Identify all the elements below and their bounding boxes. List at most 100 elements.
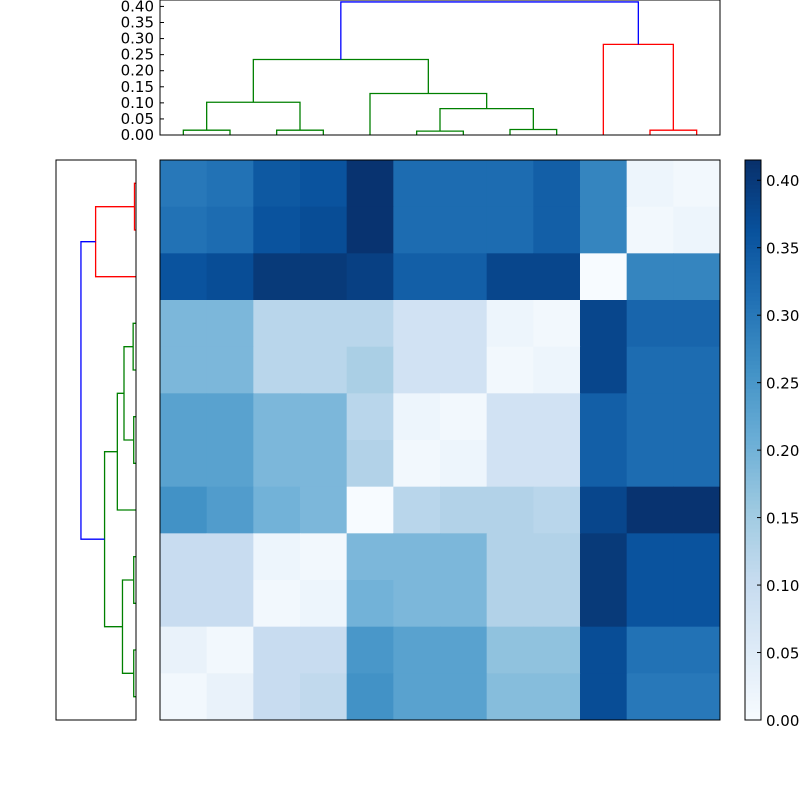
- colorbar-segment: [745, 328, 761, 333]
- colorbar-segment: [745, 204, 761, 209]
- heatmap-cell: [206, 533, 254, 581]
- heatmap-cell: [300, 673, 348, 721]
- heatmap-cell: [626, 580, 674, 628]
- colorbar-segment: [745, 448, 761, 453]
- dendrogram-link: [439, 107, 534, 132]
- y-tick-label: 0.10: [121, 94, 154, 112]
- heatmap-cell: [580, 206, 628, 254]
- colorbar-segment: [745, 468, 761, 473]
- top-dendrogram: 0.000.050.100.150.200.250.300.350.40: [121, 0, 721, 144]
- heatmap-cell: [393, 486, 441, 534]
- heatmap-cell: [160, 440, 208, 488]
- colorbar-segment: [745, 176, 761, 181]
- heatmap-cell: [533, 673, 581, 721]
- heatmap-cell: [626, 440, 674, 488]
- heatmap-cell: [206, 440, 254, 488]
- heatmap-cell: [253, 206, 301, 254]
- colorbar-segment: [745, 324, 761, 329]
- heatmap-cell: [533, 626, 581, 674]
- colorbar-segment: [745, 280, 761, 285]
- heatmap-cell: [253, 160, 301, 208]
- dendrogram-link: [340, 1, 639, 60]
- heatmap-cell: [626, 206, 674, 254]
- dendrogram-link: [602, 43, 674, 135]
- heatmap-cell: [346, 206, 394, 254]
- heatmap-cell: [300, 486, 348, 534]
- dendrogram-link: [276, 129, 324, 135]
- colorbar-segment: [745, 560, 761, 565]
- heatmap-cell: [440, 206, 488, 254]
- colorbar-segment: [745, 268, 761, 273]
- colorbar-tick-label: 0.00: [766, 712, 799, 730]
- colorbar-segment: [745, 444, 761, 449]
- heatmap-cell: [206, 393, 254, 441]
- heatmap-cell: [206, 300, 254, 348]
- colorbar-segment: [745, 240, 761, 245]
- heatmap-cell: [533, 206, 581, 254]
- heatmap-cell: [626, 533, 674, 581]
- colorbar-segment: [745, 484, 761, 489]
- colorbar-segment: [745, 308, 761, 313]
- colorbar-segment: [745, 340, 761, 345]
- heatmap-cell: [206, 580, 254, 628]
- colorbar-segment: [745, 220, 761, 225]
- heatmap-cell: [253, 393, 301, 441]
- colorbar-segment: [745, 512, 761, 517]
- colorbar-segment: [745, 164, 761, 169]
- colorbar-segment: [745, 612, 761, 617]
- colorbar-segment: [745, 552, 761, 557]
- heatmap-cell: [393, 393, 441, 441]
- colorbar-segment: [745, 396, 761, 401]
- heatmap-cell: [533, 533, 581, 581]
- colorbar-segment: [745, 576, 761, 581]
- heatmap-cell: [673, 626, 721, 674]
- heatmap-cell: [300, 253, 348, 301]
- heatmap-cell: [580, 673, 628, 721]
- colorbar-segment: [745, 380, 761, 385]
- heatmap-cell: [486, 486, 534, 534]
- heatmap-cell: [626, 300, 674, 348]
- colorbar-segment: [745, 700, 761, 705]
- heatmap-cell: [440, 346, 488, 394]
- heatmap-cell: [253, 346, 301, 394]
- colorbar-segment: [745, 644, 761, 649]
- dendrogram-link: [182, 129, 231, 135]
- colorbar-segment: [745, 668, 761, 673]
- colorbar-segment: [745, 436, 761, 441]
- heatmap-cell: [626, 626, 674, 674]
- colorbar-segment: [745, 404, 761, 409]
- colorbar-segment: [745, 364, 761, 369]
- heatmap-cell: [533, 160, 581, 208]
- heatmap-cell: [486, 393, 534, 441]
- heatmap-cell: [393, 206, 441, 254]
- y-tick-label: 0.40: [121, 0, 154, 15]
- colorbar-segment: [745, 476, 761, 481]
- heatmap-cell: [673, 300, 721, 348]
- colorbar-segment: [745, 160, 761, 165]
- y-tick-label: 0.35: [121, 14, 154, 32]
- colorbar-segment: [745, 208, 761, 213]
- colorbar-segment: [745, 224, 761, 229]
- colorbar-segment: [745, 540, 761, 545]
- colorbar-segment: [745, 192, 761, 197]
- colorbar-segment: [745, 568, 761, 573]
- top-dendrogram-frame: [159, 0, 721, 136]
- heatmap-cell: [160, 253, 208, 301]
- heatmap-cell: [486, 626, 534, 674]
- heatmap-cell: [393, 533, 441, 581]
- colorbar-segment: [745, 348, 761, 353]
- heatmap-cell: [440, 486, 488, 534]
- colorbar-segment: [745, 584, 761, 589]
- heatmap-cell: [253, 580, 301, 628]
- heatmap-cell: [393, 580, 441, 628]
- heatmap-cell: [393, 300, 441, 348]
- dendrogram-link: [206, 101, 301, 131]
- y-tick-label: 0.25: [121, 46, 154, 64]
- colorbar-segment: [745, 640, 761, 645]
- dendrogram-link: [369, 92, 488, 135]
- colorbar-segment: [745, 168, 761, 173]
- colorbar-segment: [745, 472, 761, 477]
- heatmap-cell: [673, 673, 721, 721]
- heatmap-cell: [346, 346, 394, 394]
